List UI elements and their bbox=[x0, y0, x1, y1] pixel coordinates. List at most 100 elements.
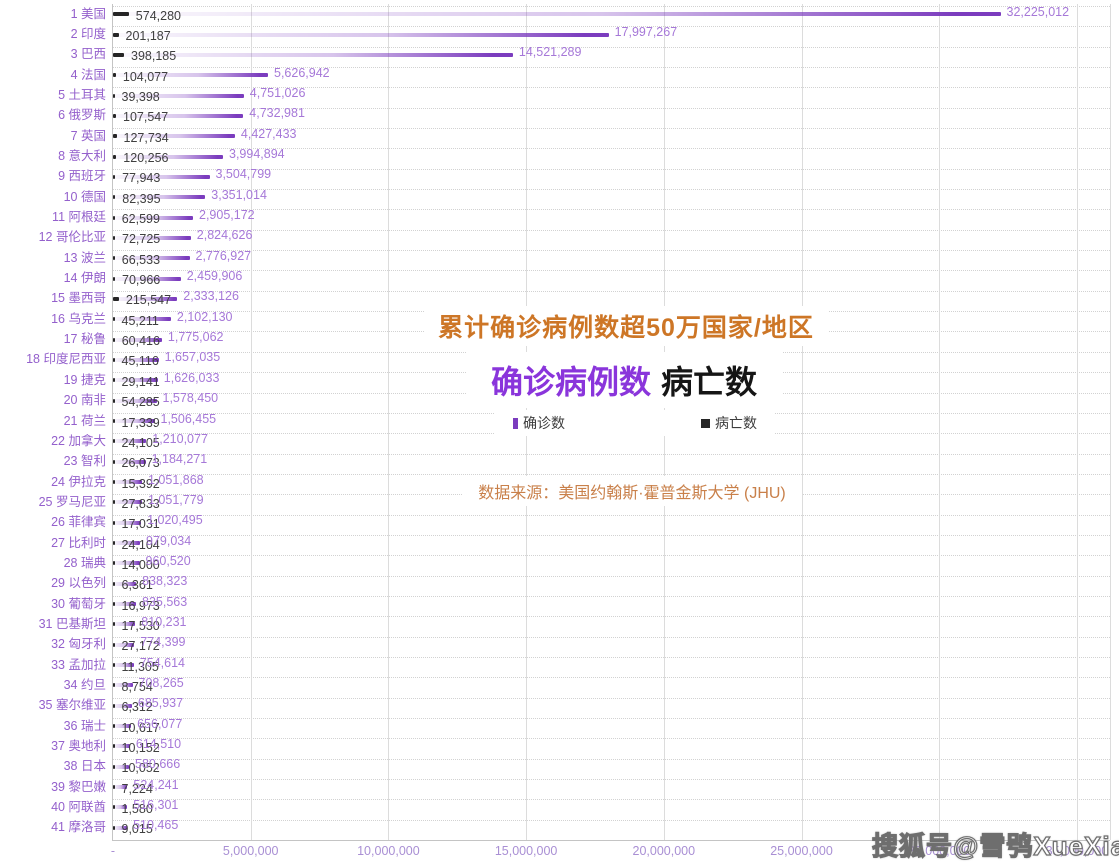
confirmed-bar bbox=[113, 276, 181, 281]
confirmed-value-label: 17,997,267 bbox=[614, 25, 678, 39]
gridline-horizontal bbox=[112, 799, 1110, 801]
confirmed-bar bbox=[113, 581, 137, 586]
confirmed-value-label: 754,614 bbox=[139, 655, 185, 670]
deaths-value-label: 1,580 bbox=[121, 801, 153, 816]
deaths-value-label: 104,077 bbox=[122, 69, 169, 84]
confirmed-value-label: 510,465 bbox=[133, 818, 179, 833]
x-axis-tick: - bbox=[110, 843, 116, 858]
confirmed-bar bbox=[113, 378, 158, 383]
gridline-vertical bbox=[939, 4, 941, 840]
deaths-bar bbox=[113, 419, 115, 423]
deaths-value-label: 127,734 bbox=[123, 130, 169, 145]
deaths-value-label: 62,599 bbox=[121, 212, 160, 227]
deaths-bar bbox=[113, 317, 115, 322]
confirmed-bar bbox=[113, 459, 146, 464]
deaths-bar bbox=[113, 113, 116, 118]
deaths-value-label: 120,256 bbox=[123, 151, 169, 166]
confirmed-bar bbox=[113, 602, 136, 606]
gridline-horizontal bbox=[112, 758, 1110, 760]
gridline-horizontal bbox=[112, 87, 1110, 89]
confirmed-value-label: 1,626,033 bbox=[163, 370, 220, 385]
confirmed-bar bbox=[113, 256, 190, 261]
deaths-bar bbox=[113, 52, 124, 57]
category-label: 17 秘鲁 bbox=[63, 332, 106, 347]
gridline-horizontal bbox=[112, 26, 1110, 28]
confirmed-bar bbox=[113, 134, 235, 139]
confirmed-bar bbox=[113, 805, 128, 810]
category-label: 19 捷克 bbox=[63, 372, 106, 387]
deaths-value-label: 215,547 bbox=[125, 293, 172, 308]
deaths-bar bbox=[113, 520, 115, 525]
deaths-bar bbox=[113, 785, 115, 790]
category-label: 23 智利 bbox=[63, 454, 106, 469]
watermark: 搜狐号@雪鸮XueXiao bbox=[871, 830, 1119, 861]
deaths-value-label: 27,833 bbox=[121, 496, 160, 511]
confirmed-value-label: 1,775,062 bbox=[167, 330, 224, 345]
deaths-bar bbox=[113, 357, 115, 362]
deaths-value-label: 8,754 bbox=[121, 679, 153, 694]
deaths-bar bbox=[113, 541, 115, 545]
deaths-value-label: 14,000 bbox=[121, 557, 160, 572]
category-label: 21 荷兰 bbox=[63, 413, 106, 428]
confirmed-value-label: 3,994,894 bbox=[229, 147, 285, 162]
confirmed-value-label: 580,666 bbox=[135, 757, 181, 772]
category-label: 32 匈牙利 bbox=[51, 637, 106, 652]
deaths-legend-marker-icon bbox=[701, 418, 710, 428]
category-label: 5 土耳其 bbox=[58, 88, 106, 102]
chart-title-box: 累计确诊病例数超50万国家/地区 bbox=[424, 306, 828, 346]
deaths-value-label: 27,172 bbox=[121, 639, 160, 654]
confirmed-value-label: 1,051,779 bbox=[148, 492, 204, 507]
category-label: 7 英国 bbox=[70, 128, 106, 143]
deaths-value-label: 6,312 bbox=[121, 700, 153, 715]
gridline-vertical bbox=[801, 4, 803, 840]
deaths-bar bbox=[113, 12, 129, 17]
confirmed-bar bbox=[113, 296, 178, 301]
confirmed-value-label: 1,578,450 bbox=[162, 391, 219, 406]
deaths-value-label: 17,530 bbox=[121, 618, 160, 633]
confirmed-bar bbox=[113, 174, 210, 179]
category-label: 18 印度尼西亚 bbox=[26, 352, 106, 367]
gridline-vertical bbox=[388, 4, 390, 840]
category-label: 20 南非 bbox=[63, 393, 106, 408]
gridline-horizontal bbox=[112, 67, 1110, 68]
confirmed-value-label: 835,563 bbox=[142, 594, 188, 609]
deaths-value-label: 107,547 bbox=[123, 110, 169, 125]
deaths-bar bbox=[113, 459, 115, 464]
confirmed-value-label: 656,077 bbox=[137, 716, 183, 731]
deaths-bar bbox=[113, 93, 115, 98]
category-label: 28 瑞典 bbox=[63, 555, 106, 570]
confirmed-value-label: 4,427,433 bbox=[240, 126, 297, 141]
deaths-bar bbox=[113, 174, 116, 179]
category-label: 39 黎巴嫩 bbox=[51, 779, 106, 794]
deaths-value-label: 11,305 bbox=[121, 659, 159, 674]
gridline-horizontal bbox=[112, 778, 1110, 780]
confirmed-value-label: 838,323 bbox=[142, 574, 188, 589]
data-source-note: 数据来源：美国约翰斯·霍普金斯大学 (JHU) bbox=[478, 485, 786, 502]
confirmed-bar bbox=[113, 195, 206, 200]
confirmed-bar bbox=[113, 154, 223, 159]
gridline-horizontal bbox=[112, 209, 1110, 211]
confirmed-bar bbox=[113, 93, 244, 98]
deaths-value-label: 201,187 bbox=[125, 29, 171, 43]
gridline-horizontal bbox=[112, 819, 1110, 821]
deaths-value-label: 39,398 bbox=[121, 90, 160, 104]
confirmed-value-label: 1,020,495 bbox=[147, 513, 203, 528]
deaths-bar bbox=[113, 256, 115, 261]
deaths-bar bbox=[113, 744, 115, 749]
deaths-bar bbox=[113, 581, 115, 586]
gridline-horizontal bbox=[112, 229, 1110, 231]
deaths-value-label: 82,395 bbox=[122, 191, 161, 206]
deaths-bar bbox=[113, 480, 115, 484]
confirmed-value-label: 1,051,868 bbox=[148, 472, 204, 487]
confirmed-bar bbox=[113, 32, 609, 37]
confirmed-bar bbox=[113, 480, 142, 484]
confirmed-bar bbox=[113, 439, 147, 444]
category-label: 15 墨西哥 bbox=[51, 291, 106, 306]
confirmed-bar bbox=[113, 113, 244, 118]
confirmed-value-label: 708,265 bbox=[138, 675, 184, 690]
category-label: 26 菲律宾 bbox=[51, 515, 106, 530]
category-label: 4 法国 bbox=[70, 67, 106, 82]
category-label: 12 哥伦比亚 bbox=[38, 230, 106, 245]
x-axis-tick: 20,000,000 bbox=[632, 843, 696, 858]
deaths-bar bbox=[113, 561, 115, 566]
